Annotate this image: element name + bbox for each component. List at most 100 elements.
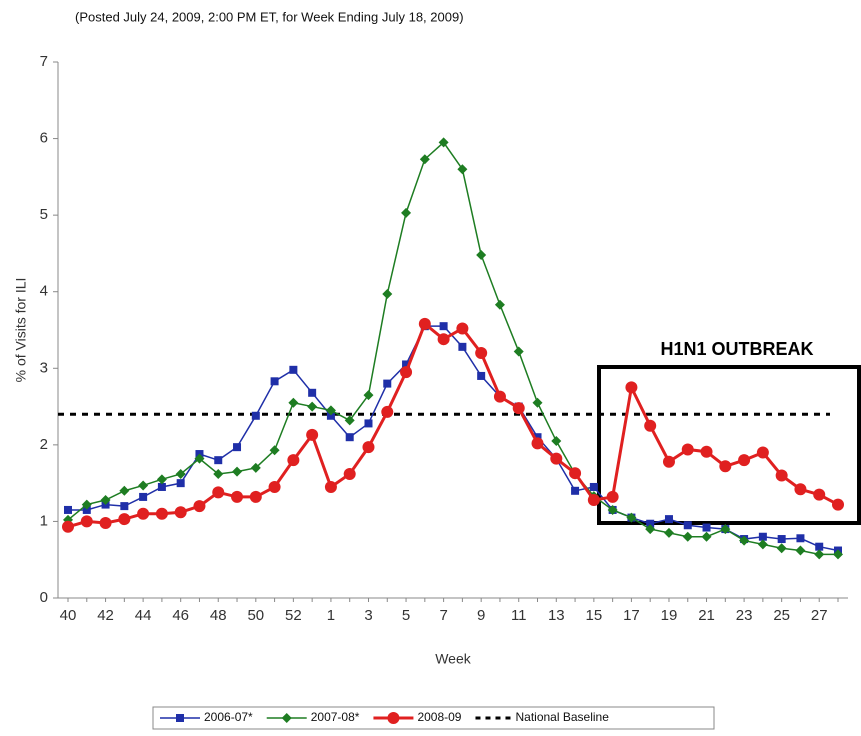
legend-label: 2006-07* [204, 710, 253, 724]
point [325, 405, 336, 416]
point [381, 405, 394, 418]
point [213, 468, 224, 479]
point [571, 486, 580, 495]
point [214, 456, 223, 465]
x-tick-label: 27 [811, 607, 828, 624]
point [270, 377, 279, 386]
y-tick-label: 2 [40, 436, 48, 453]
point [437, 333, 450, 346]
point [739, 535, 750, 546]
point [606, 490, 619, 503]
point [458, 342, 467, 351]
point [269, 445, 280, 456]
x-tick-label: 7 [439, 607, 447, 624]
point [513, 346, 524, 357]
point [681, 443, 694, 456]
x-tick-label: 15 [586, 607, 603, 624]
point [775, 469, 788, 482]
x-tick-label: 25 [773, 607, 790, 624]
point [418, 317, 431, 330]
point [738, 454, 751, 467]
point [155, 507, 168, 520]
point [307, 401, 318, 412]
point [646, 519, 655, 528]
point [308, 388, 317, 397]
point [324, 480, 337, 493]
y-tick-label: 7 [40, 53, 48, 70]
point [776, 543, 787, 554]
point [758, 532, 767, 541]
point [363, 390, 374, 401]
point [231, 490, 244, 503]
legend-label: National Baseline [515, 710, 609, 724]
x-tick-label: 13 [548, 607, 565, 624]
legend-label: 2008-09 [417, 710, 461, 724]
point [62, 520, 74, 533]
point [80, 515, 93, 528]
point [644, 419, 657, 432]
x-tick-label: 44 [135, 607, 152, 624]
point [532, 397, 543, 408]
point [157, 482, 166, 491]
point [813, 488, 826, 501]
point [814, 549, 825, 560]
point [251, 411, 260, 420]
x-tick-label: 42 [97, 607, 114, 624]
point [306, 428, 319, 441]
point [476, 249, 487, 260]
point [345, 433, 354, 442]
point [281, 713, 292, 723]
point [533, 433, 542, 442]
point [439, 322, 448, 331]
point [477, 371, 486, 380]
point [268, 480, 281, 493]
point [289, 365, 298, 374]
point [569, 467, 582, 480]
point [383, 379, 392, 388]
x-tick-label: 21 [698, 607, 715, 624]
point [475, 346, 488, 359]
x-tick-label: 5 [402, 607, 410, 624]
legend-box [152, 706, 715, 730]
point [720, 524, 731, 535]
y-tick-label: 1 [40, 512, 48, 529]
point [387, 712, 400, 724]
point [344, 415, 355, 426]
x-tick-label: 23 [736, 607, 753, 624]
x-axis-label: Week [435, 651, 472, 667]
point [156, 474, 167, 485]
point [700, 445, 713, 458]
point [438, 137, 449, 148]
y-tick-label: 0 [40, 589, 48, 606]
y-tick-label: 4 [40, 283, 48, 300]
point [625, 381, 638, 394]
y-tick-label: 3 [40, 359, 48, 376]
point [494, 299, 505, 310]
point [118, 513, 131, 526]
point [174, 506, 187, 519]
x-tick-label: 40 [60, 607, 77, 624]
point [119, 485, 130, 496]
point [550, 452, 563, 465]
point [683, 521, 692, 530]
point [64, 505, 72, 514]
point [193, 500, 206, 513]
point [233, 443, 242, 452]
point [701, 531, 712, 542]
point [99, 516, 112, 529]
point [194, 453, 205, 464]
point [100, 494, 111, 505]
x-tick-label: 9 [477, 607, 485, 624]
legend-label: 2007-08* [311, 710, 360, 724]
point [682, 531, 693, 542]
point [493, 390, 506, 403]
point [702, 523, 711, 532]
point [794, 483, 807, 496]
point [664, 515, 673, 524]
point [645, 524, 656, 535]
x-tick-label: 3 [364, 607, 372, 624]
x-tick-label: 19 [661, 607, 678, 624]
point [456, 322, 469, 335]
point [589, 482, 598, 491]
point [663, 527, 674, 538]
